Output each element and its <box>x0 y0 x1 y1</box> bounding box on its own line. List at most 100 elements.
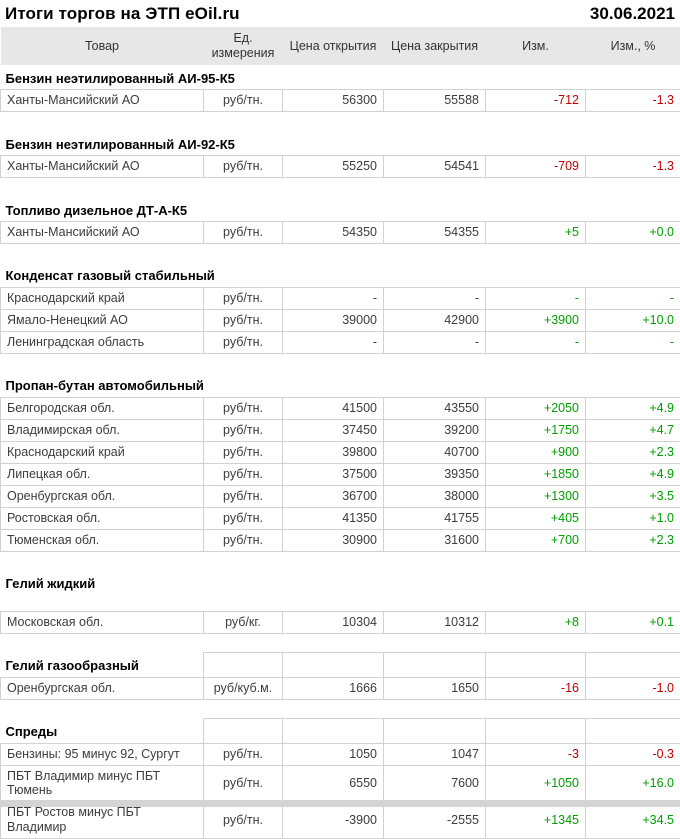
section-title-empty-cell <box>384 718 486 743</box>
cell-open-price: 39800 <box>283 441 384 463</box>
cell-unit: руб/тн. <box>204 802 283 839</box>
cell-change-pct: +2.3 <box>586 441 680 463</box>
section-title-row: Бензин неэтилированный АИ-92-К5 <box>1 131 680 156</box>
cell-change-pct: +0.0 <box>586 221 680 243</box>
cell-change: +1850 <box>486 463 586 485</box>
section-title: Бензин неэтилированный АИ-95-К5 <box>1 65 680 90</box>
cell-change: +700 <box>486 529 586 551</box>
section-title: Гелий жидкий <box>1 570 680 594</box>
section-title-row: Конденсат газовый стабильный <box>1 262 680 287</box>
column-header-close-price: Цена закрытия <box>384 27 486 65</box>
section-title-empty-cell <box>486 718 586 743</box>
cell-change-pct: +4.9 <box>586 397 680 419</box>
cell-open-price: 56300 <box>283 90 384 112</box>
cell-open-price: - <box>283 287 384 309</box>
cell-change: - <box>486 331 586 353</box>
cell-product: Тюменская обл. <box>1 529 204 551</box>
section-gap-row <box>1 699 680 718</box>
section-gap-row <box>1 178 680 197</box>
section-title-row: Спреды <box>1 718 680 743</box>
section-title: Топливо дизельное ДТ-А-К5 <box>1 197 680 222</box>
cell-change-pct: -1.3 <box>586 156 680 178</box>
section-title-empty-cell <box>204 652 283 677</box>
page-date: 30.06.2021 <box>590 4 675 24</box>
cell-product: Владимирская обл. <box>1 419 204 441</box>
cell-close-price: 54541 <box>384 156 486 178</box>
cell-unit: руб/тн. <box>204 507 283 529</box>
section-title: Гелий газообразный <box>1 652 204 677</box>
cell-change-pct: +2.3 <box>586 529 680 551</box>
cell-product: Ханты-Мансийский АО <box>1 221 204 243</box>
cell-change-pct: - <box>586 331 680 353</box>
cell-unit: руб/тн. <box>204 156 283 178</box>
section-title-empty-cell <box>586 718 680 743</box>
cell-change: - <box>486 287 586 309</box>
cell-product: Ханты-Мансийский АО <box>1 156 204 178</box>
cell-change-pct: - <box>586 287 680 309</box>
section-gap-cell <box>1 551 680 570</box>
section-gap-cell <box>1 353 680 372</box>
cell-open-price: 37450 <box>283 419 384 441</box>
section-gap-cell <box>1 178 680 197</box>
cell-unit: руб/тн. <box>204 221 283 243</box>
cell-close-price: 1047 <box>384 743 486 765</box>
cell-open-price: - <box>283 331 384 353</box>
section-title-empty-cell <box>204 718 283 743</box>
cell-unit: руб/тн. <box>204 331 283 353</box>
cell-change-pct: +16.0 <box>586 765 680 802</box>
section-gap-cell <box>1 112 680 131</box>
cell-product: Московская обл. <box>1 611 204 633</box>
cell-open-price: 6550 <box>283 765 384 802</box>
section-gap-row <box>1 112 680 131</box>
cell-product: Краснодарский край <box>1 441 204 463</box>
cell-unit: руб/тн. <box>204 90 283 112</box>
section-title: Пропан-бутан автомобильный <box>1 372 680 397</box>
titlebar: Итоги торгов на ЭТП eOil.ru 30.06.2021 <box>0 0 680 27</box>
column-header-change: Изм. <box>486 27 586 65</box>
cell-close-price: 54355 <box>384 221 486 243</box>
cell-product: Бензины: 95 минус 92, Сургут <box>1 743 204 765</box>
cell-change-pct: +10.0 <box>586 309 680 331</box>
cell-unit: руб/тн. <box>204 441 283 463</box>
section-title-row: Бензин неэтилированный АИ-95-К5 <box>1 65 680 90</box>
cell-product: Ханты-Мансийский АО <box>1 90 204 112</box>
cell-unit: руб/тн. <box>204 529 283 551</box>
cell-unit: руб/тн. <box>204 397 283 419</box>
cell-product: Краснодарский край <box>1 287 204 309</box>
cell-unit: руб/кг. <box>204 611 283 633</box>
cell-change: +3900 <box>486 309 586 331</box>
cell-change-pct: +0.1 <box>586 611 680 633</box>
cell-close-price: 38000 <box>384 485 486 507</box>
cell-open-price: 37500 <box>283 463 384 485</box>
cell-product: Ростовская обл. <box>1 507 204 529</box>
cell-change-pct: +4.7 <box>586 419 680 441</box>
bottom-window-edge <box>0 800 680 807</box>
cell-change-pct: -1.3 <box>586 90 680 112</box>
table-header: Товар Ед. измерения Цена открытия Цена з… <box>1 27 680 65</box>
section-title: Конденсат газовый стабильный <box>1 262 680 287</box>
section-title-row: Гелий газообразный <box>1 652 680 677</box>
cell-open-price: 39000 <box>283 309 384 331</box>
trading-results-page: Итоги торгов на ЭТП eOil.ru 30.06.2021 Т… <box>0 0 680 808</box>
cell-close-price: 55588 <box>384 90 486 112</box>
section-gap-row <box>1 594 680 611</box>
cell-change: +2050 <box>486 397 586 419</box>
cell-open-price: 10304 <box>283 611 384 633</box>
cell-unit: руб/куб.м. <box>204 677 283 699</box>
cell-change: -16 <box>486 677 586 699</box>
cell-close-price: - <box>384 287 486 309</box>
cell-close-price: 39200 <box>384 419 486 441</box>
cell-open-price: 36700 <box>283 485 384 507</box>
